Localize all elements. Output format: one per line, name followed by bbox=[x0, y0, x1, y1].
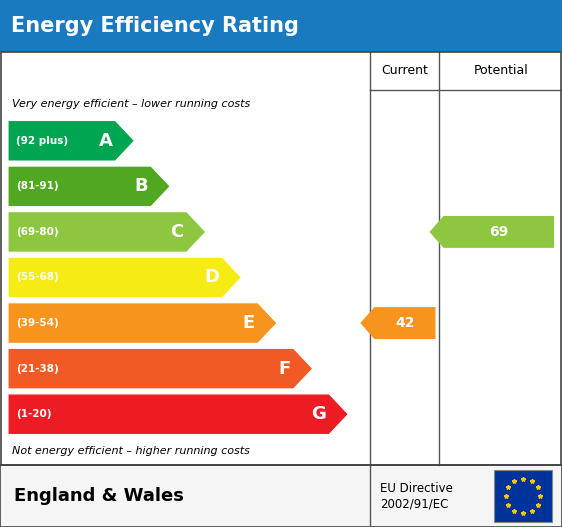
Polygon shape bbox=[429, 216, 554, 248]
Text: F: F bbox=[278, 359, 291, 378]
Text: B: B bbox=[134, 178, 148, 196]
Bar bbox=[494, 470, 552, 522]
Text: E: E bbox=[243, 314, 255, 332]
Text: England & Wales: England & Wales bbox=[14, 487, 184, 505]
Polygon shape bbox=[8, 303, 277, 344]
Text: (81-91): (81-91) bbox=[16, 181, 58, 191]
Text: Not energy efficient – higher running costs: Not energy efficient – higher running co… bbox=[12, 446, 250, 456]
Polygon shape bbox=[8, 257, 242, 298]
Text: Current: Current bbox=[382, 64, 428, 77]
Text: 2002/91/EC: 2002/91/EC bbox=[380, 497, 448, 511]
Text: Very energy efficient – lower running costs: Very energy efficient – lower running co… bbox=[12, 99, 250, 109]
Text: (92 plus): (92 plus) bbox=[16, 136, 68, 146]
Text: D: D bbox=[204, 268, 219, 287]
Polygon shape bbox=[8, 348, 312, 389]
Text: A: A bbox=[98, 132, 112, 150]
Text: (1-20): (1-20) bbox=[16, 409, 52, 419]
Bar bbox=[0, 0, 562, 52]
Text: (21-38): (21-38) bbox=[16, 364, 59, 374]
Polygon shape bbox=[8, 121, 134, 161]
Text: (39-54): (39-54) bbox=[16, 318, 59, 328]
Text: (55-68): (55-68) bbox=[16, 272, 59, 282]
Text: 42: 42 bbox=[395, 316, 415, 330]
Polygon shape bbox=[8, 212, 206, 252]
Text: Potential: Potential bbox=[473, 64, 528, 77]
Polygon shape bbox=[360, 307, 436, 339]
Polygon shape bbox=[8, 394, 348, 434]
Polygon shape bbox=[8, 166, 170, 207]
Text: (69-80): (69-80) bbox=[16, 227, 58, 237]
Text: 69: 69 bbox=[489, 225, 509, 239]
Bar bbox=[1, 52, 561, 465]
Text: Energy Efficiency Rating: Energy Efficiency Rating bbox=[11, 16, 299, 36]
Text: EU Directive: EU Directive bbox=[380, 482, 453, 494]
Text: C: C bbox=[170, 223, 184, 241]
Text: G: G bbox=[311, 405, 326, 423]
Bar bbox=[0, 465, 562, 527]
